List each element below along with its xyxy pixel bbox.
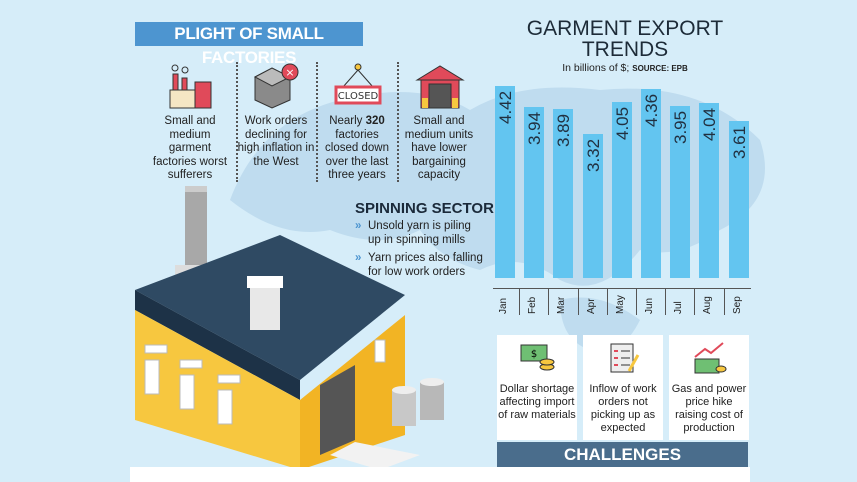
x-tick-label: Feb [527, 296, 539, 314]
x-tick-label: Jul [673, 301, 685, 314]
challenge-card: $ Dollar shortage affecting import of ra… [497, 335, 577, 440]
challenge-card: Gas and power price hike raising cost of… [669, 335, 749, 440]
factory-icon [169, 64, 212, 109]
price-rise-icon [694, 342, 727, 374]
x-tick [665, 288, 667, 315]
data-label: 3.89 [554, 113, 574, 148]
x-tick-label: Jun [644, 297, 655, 314]
factory-building-illustration [135, 186, 444, 470]
dollar-coins-icon: $ [520, 344, 555, 371]
checklist-icon [610, 343, 640, 373]
x-tick-label: Sep [731, 296, 743, 314]
data-label: 3.94 [525, 111, 545, 145]
point-text: Work orders declining for high inflation… [237, 115, 315, 168]
x-tick [723, 288, 725, 315]
data-label: 3.32 [583, 138, 603, 172]
data-label: 3.61 [729, 126, 749, 160]
bar-apr [582, 133, 603, 278]
x-tick-label: Mar [556, 296, 568, 314]
x-tick-label: Aug [702, 296, 714, 314]
x-tick [519, 288, 521, 315]
challenge-text: Gas and power price hike raising cost of… [671, 383, 747, 434]
x-tick [694, 288, 696, 315]
svg-text:$: $ [531, 349, 537, 360]
spinning-title: SPINNING SECTOR [355, 200, 494, 217]
challenge-text: Dollar shortage affecting import of raw … [498, 383, 576, 421]
chart-title: GARMENT EXPORT TRENDS [526, 17, 724, 61]
bar-feb [524, 106, 545, 278]
bar-may [611, 102, 632, 278]
svg-text:CLOSED: CLOSED [338, 91, 379, 102]
point-text: Small and medium units have lower bargai… [404, 115, 474, 181]
data-label: 4.04 [700, 107, 720, 141]
x-tick-label: Jan [498, 297, 509, 314]
spinning-bullet: Unsold yarn is piling up in spinning mil… [355, 220, 483, 247]
warehouse-icon [415, 65, 465, 109]
bar-mar [553, 109, 574, 278]
bar-jun [641, 88, 661, 278]
point-text: Small and medium garment factories worst… [152, 115, 228, 181]
x-tick [577, 288, 579, 315]
challenge-text: Inflow of work orders not picking up as … [589, 383, 657, 434]
spinning-bullet: Yarn prices also falling for low work or… [355, 252, 483, 279]
data-label: 3.95 [671, 111, 691, 145]
data-label: 4.05 [612, 106, 632, 141]
challenges-title: CHALLENGES [497, 442, 748, 467]
x-tick [606, 288, 608, 315]
divider [316, 62, 318, 182]
x-tick-label: May [614, 295, 626, 314]
x-tick-label: Apr [585, 298, 597, 314]
data-label: 4.36 [642, 93, 661, 127]
point-text: Nearly 320 factories closed down over th… [325, 115, 389, 181]
chart-subtitle: In billions of $; SOURCE: EPB [562, 62, 688, 74]
divider [236, 62, 238, 182]
box-cancel-icon: × [253, 63, 299, 109]
challenge-card: Inflow of work orders not picking up as … [583, 335, 663, 440]
bar-aug [699, 102, 720, 278]
bottom-strip [130, 467, 750, 482]
x-tick [548, 288, 550, 315]
x-tick [636, 288, 637, 315]
svg-text:×: × [285, 66, 294, 79]
closed-sign-icon: CLOSED [334, 63, 382, 105]
divider [397, 62, 399, 182]
x-axis-line [493, 288, 751, 289]
bar-jul [670, 106, 691, 278]
bar-sep [728, 121, 749, 278]
page-title: PLIGHT OF SMALL FACTORIES [135, 22, 363, 67]
bar-jan [495, 86, 515, 278]
data-label: 4.42 [496, 90, 515, 124]
